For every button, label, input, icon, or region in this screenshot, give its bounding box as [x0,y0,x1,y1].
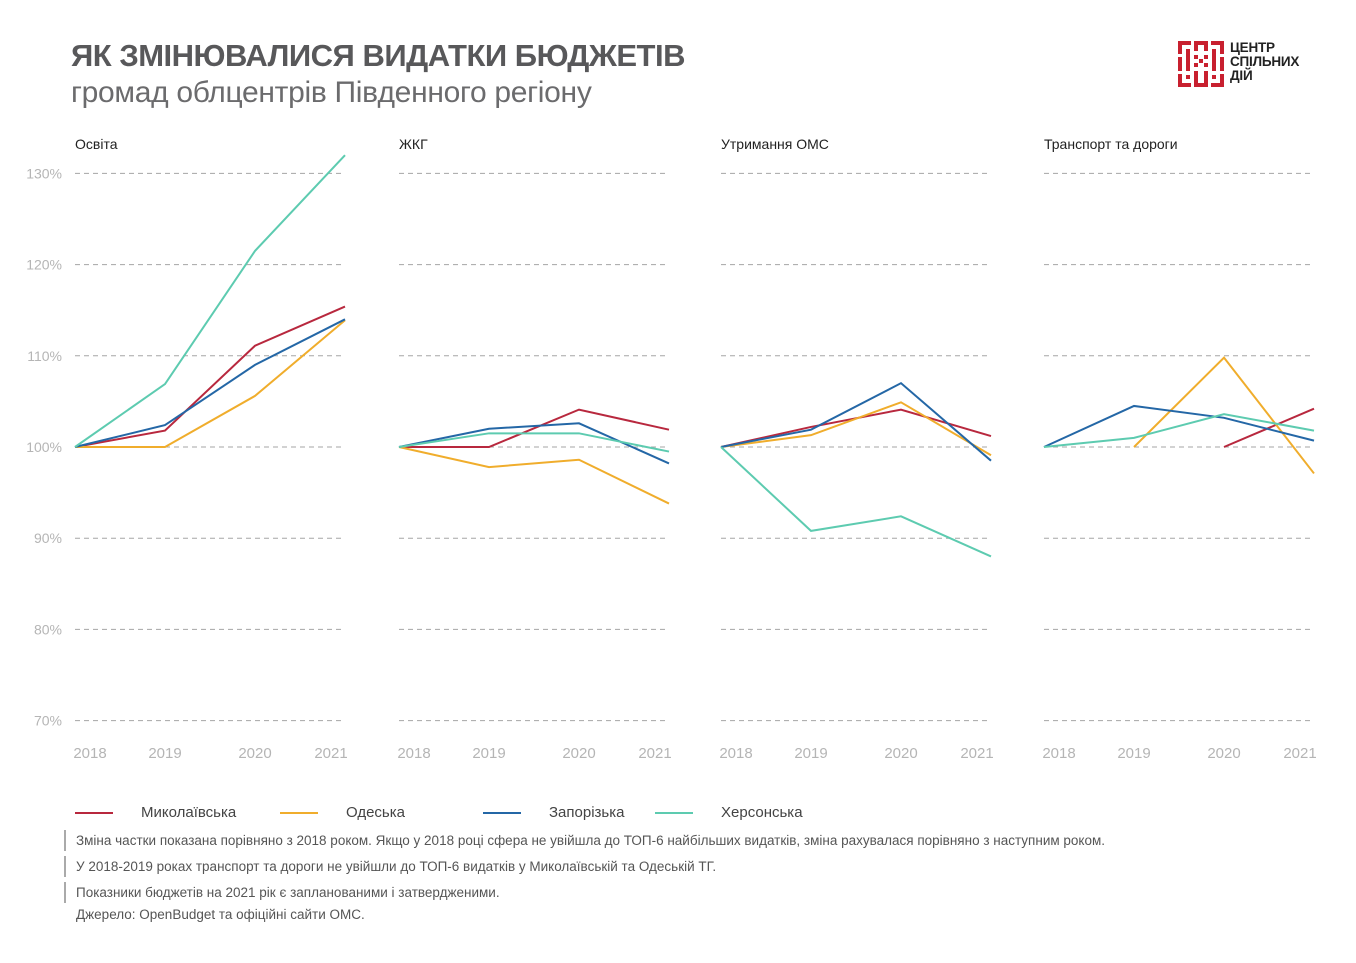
x-tick-label: 2019 [472,745,505,762]
legend-swatch [280,811,318,814]
series-line-mykolaiv [399,408,670,448]
series-line-mykolaiv [74,305,346,448]
y-tick-label: 80% [34,621,62,637]
x-tick-label: 2021 [314,745,347,762]
x-tick-label: 2020 [562,745,595,762]
x-tick-label: 2019 [1117,745,1150,762]
x-tick-label: 2018 [719,745,752,762]
source-note: Джерело: OpenBudget та офіційні сайти ОМ… [76,907,365,922]
x-tick-label: 2019 [148,745,181,762]
y-tick-label: 70% [34,713,62,729]
footnotes: Зміна частки показана порівняно з 2018 р… [64,830,1105,908]
organization-logo: ЦЕНТР СПІЛЬНИХ ДІЙ [1178,41,1299,87]
series-line-zaporizhzhia [74,318,346,448]
y-tick-label: 120% [26,257,62,273]
series-line-odesa [75,319,346,448]
x-tick-label: 2018 [397,745,430,762]
x-tick-label: 2019 [794,745,827,762]
center-for-joint-action-logo-icon [1178,41,1224,87]
legend-label: Одеська [346,804,405,821]
panel-title: Транспорт та дороги [1044,136,1178,152]
legend-item-zaporizhzhia: Запорізька [483,804,624,821]
footnote: Зміна частки показана порівняно з 2018 р… [64,830,1105,856]
logo-text-line: ДІЙ [1230,68,1253,83]
legend-swatch [75,811,113,814]
series-line-zaporizhzhia [1043,404,1315,448]
x-tick-label: 2020 [884,745,917,762]
series-line-zaporizhzhia [720,381,992,462]
chart-title: ЯК ЗМІНЮВАЛИСЯ ВИДАТКИ БЮДЖЕТІВ [71,38,686,73]
legend-label: Миколаївська [141,804,237,821]
legend-item-odesa: Одеська [280,804,405,821]
x-tick-label: 2020 [1207,745,1240,762]
legend-item-mykolaiv: Миколаївська [75,804,236,821]
series-line-odesa [720,401,992,457]
legend-label: Запорізька [549,804,625,821]
logo-text-line: ЦЕНТР [1230,40,1275,55]
logo-text-line: СПІЛЬНИХ [1230,54,1300,69]
series-line-mykolaiv [1223,407,1315,448]
panel-title: ЖКГ [399,136,428,152]
x-tick-label: 2021 [960,745,993,762]
x-tick-label: 2021 [1283,745,1316,762]
chart-subtitle: громад облцентрів Південного регіону [71,76,592,109]
chart-legend: Миколаївська Одеська Запорізька Херсонсь… [75,804,835,824]
x-tick-label: 2018 [1042,745,1075,762]
legend-swatch [655,811,693,814]
series-line-kherson [720,446,992,558]
legend-label: Херсонська [721,804,803,821]
series-line-kherson [1043,413,1315,448]
series-line-odesa [398,446,670,505]
footnote: У 2018-2019 роках транспорт та дороги не… [64,856,1105,882]
series-line-kherson [74,154,346,448]
y-tick-label: 100% [26,439,62,455]
panel-title: Освіта [75,136,118,152]
y-tick-label: 130% [26,165,62,181]
legend-swatch [483,811,521,814]
panel-title: Утримання ОМС [721,136,829,152]
y-tick-label: 110% [27,348,62,364]
logo-text: ЦЕНТР СПІЛЬНИХ ДІЙ [1230,41,1299,83]
series-line-kherson [398,432,670,453]
x-tick-label: 2018 [73,745,106,762]
x-tick-label: 2021 [638,745,671,762]
footnote: Показники бюджетів на 2021 рік є заплано… [64,882,1105,908]
x-tick-label: 2020 [238,745,271,762]
small-multiples-chart: Освіта 70% 80% 90% 100% 110% 120% 130% 2018 2019 2… [26,136,1317,762]
y-tick-label: 90% [34,530,62,546]
legend-item-kherson: Херсонська [655,804,803,821]
series-line-odesa [1133,356,1315,475]
